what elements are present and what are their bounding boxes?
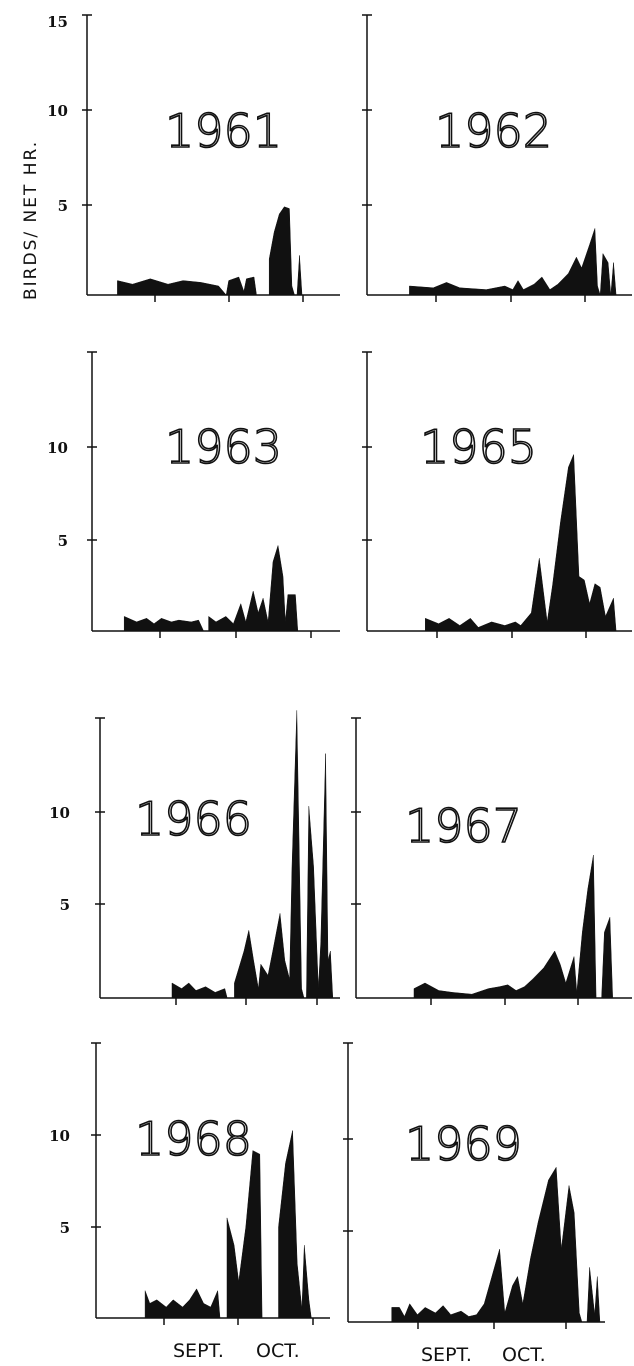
y-tick-label-10-1966: 10 [49,804,70,822]
chart-panel-1965: 1965 [362,351,632,638]
x-axis-label-sept-left: SEPT. [173,1340,224,1362]
y-tick-label-5-1968: 5 [60,1219,70,1237]
chart-panel-1961: 15 10 5 1961 [47,13,340,302]
chart-panels: 15 10 5 1961 1962 10 5 1963 1965 10 5 1966 1967 10 5 19… [47,13,632,1329]
area-series-1967 [413,855,613,999]
panel-title-1969: 1969 [405,1117,522,1171]
y-tick-label-5-1961: 5 [58,197,68,215]
y-tick-label-15-1961: 15 [47,13,68,31]
x-axis-label-oct-right: OCT. [502,1344,546,1366]
panel-title-1966: 1966 [135,792,252,846]
panel-title-1963: 1963 [165,420,282,474]
area-series-1968 [144,1130,312,1319]
y-tick-label-5-1966: 5 [60,896,70,914]
area-series-1969 [391,1166,601,1323]
chart-panel-1962: 1962 [362,14,632,302]
area-series-1963 [123,545,299,632]
y-tick-label-10-1968: 10 [49,1127,70,1145]
x-axis-label-oct-left: OCT. [256,1340,300,1362]
panel-title-1968: 1968 [135,1112,252,1166]
area-series-1962 [409,228,617,296]
panel-title-1961: 1961 [165,104,282,158]
y-tick-label-10-1963: 10 [47,439,68,457]
chart-panel-1966: 10 5 1966 [49,710,340,1005]
chart-panel-1968: 10 5 1968 [49,1042,330,1325]
y-tick-label-5-1963: 5 [58,532,68,550]
chart-panel-1963: 10 5 1963 [47,351,340,638]
panel-title-1962: 1962 [435,104,552,158]
chart-panel-1967: 1967 [351,717,632,1005]
y-tick-label-10-1961: 10 [47,102,68,120]
area-series-1965 [425,454,617,632]
panel-title-1967: 1967 [405,799,522,853]
area-series-1966 [171,710,334,999]
area-series-1961 [117,206,303,296]
x-axis-label-sept-right: SEPT. [421,1344,472,1366]
y-axis-label: BIRDS/ NET HR. [21,140,41,300]
panel-title-1965: 1965 [420,420,537,474]
chart-panel-1969: 1969 [343,1042,605,1329]
